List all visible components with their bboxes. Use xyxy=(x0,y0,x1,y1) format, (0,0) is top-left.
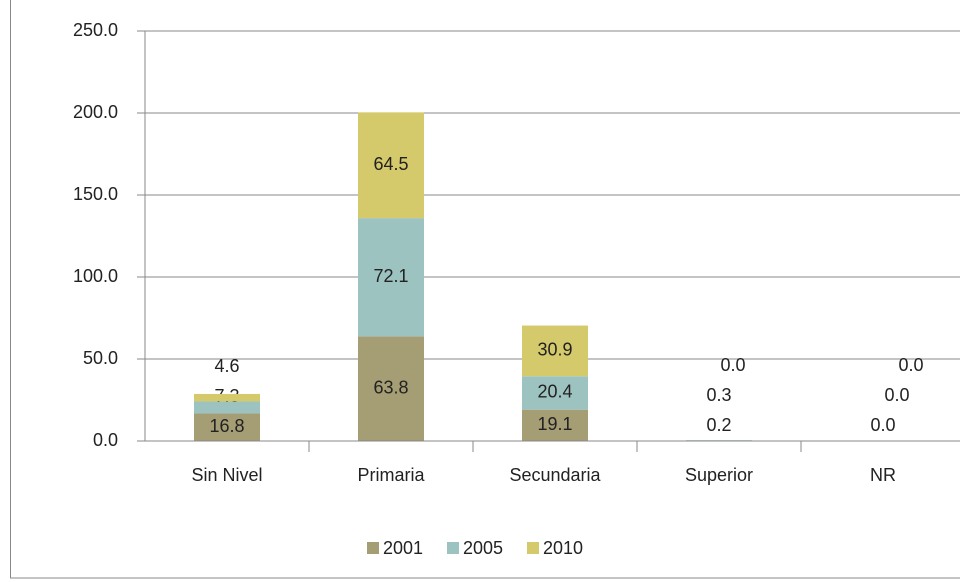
data-label: 0.3 xyxy=(706,385,731,405)
data-label: 30.9 xyxy=(537,340,572,360)
legend-label: 2010 xyxy=(543,538,583,558)
bar-segment xyxy=(194,401,260,414)
legend-swatch xyxy=(447,542,459,554)
bar-segment xyxy=(358,112,424,219)
legend-label: 2001 xyxy=(383,538,423,558)
y-tick-label: 50.0 xyxy=(83,348,118,368)
data-label: 0.2 xyxy=(706,415,731,435)
chart-frame xyxy=(10,0,960,579)
data-label: 19.1 xyxy=(537,414,572,434)
y-tick-label: 150.0 xyxy=(73,184,118,204)
bar-segment xyxy=(522,325,588,377)
data-label: 64.5 xyxy=(373,154,408,174)
data-label: 72.1 xyxy=(373,266,408,286)
bar-segment xyxy=(194,393,260,402)
bar-segment xyxy=(194,413,260,441)
legend-label: 2005 xyxy=(463,538,503,558)
data-label: 0.0 xyxy=(898,355,923,375)
x-tick-label: Primaria xyxy=(357,465,425,485)
y-tick-label: 250.0 xyxy=(73,20,118,40)
data-label: 16.8 xyxy=(209,416,244,436)
legend-swatch xyxy=(367,542,379,554)
x-tick-label: NR xyxy=(870,465,896,485)
x-tick-label: Secundaria xyxy=(509,465,601,485)
legend-swatch xyxy=(527,542,539,554)
y-tick-label: 200.0 xyxy=(73,102,118,122)
x-tick-label: Superior xyxy=(685,465,753,485)
x-tick-label: Sin Nivel xyxy=(191,465,262,485)
bar-segment xyxy=(522,376,588,410)
bar-segment xyxy=(358,218,424,337)
data-label: 63.8 xyxy=(373,377,408,397)
data-label: 0.0 xyxy=(720,355,745,375)
bar-segment xyxy=(358,336,424,441)
data-label: 4.6 xyxy=(214,356,239,376)
data-label: 0.0 xyxy=(884,385,909,405)
y-tick-label: 0.0 xyxy=(93,430,118,450)
bar-segment xyxy=(522,409,588,441)
y-tick-label: 100.0 xyxy=(73,266,118,286)
data-label: 20.4 xyxy=(537,382,572,402)
data-label: 0.0 xyxy=(870,415,895,435)
